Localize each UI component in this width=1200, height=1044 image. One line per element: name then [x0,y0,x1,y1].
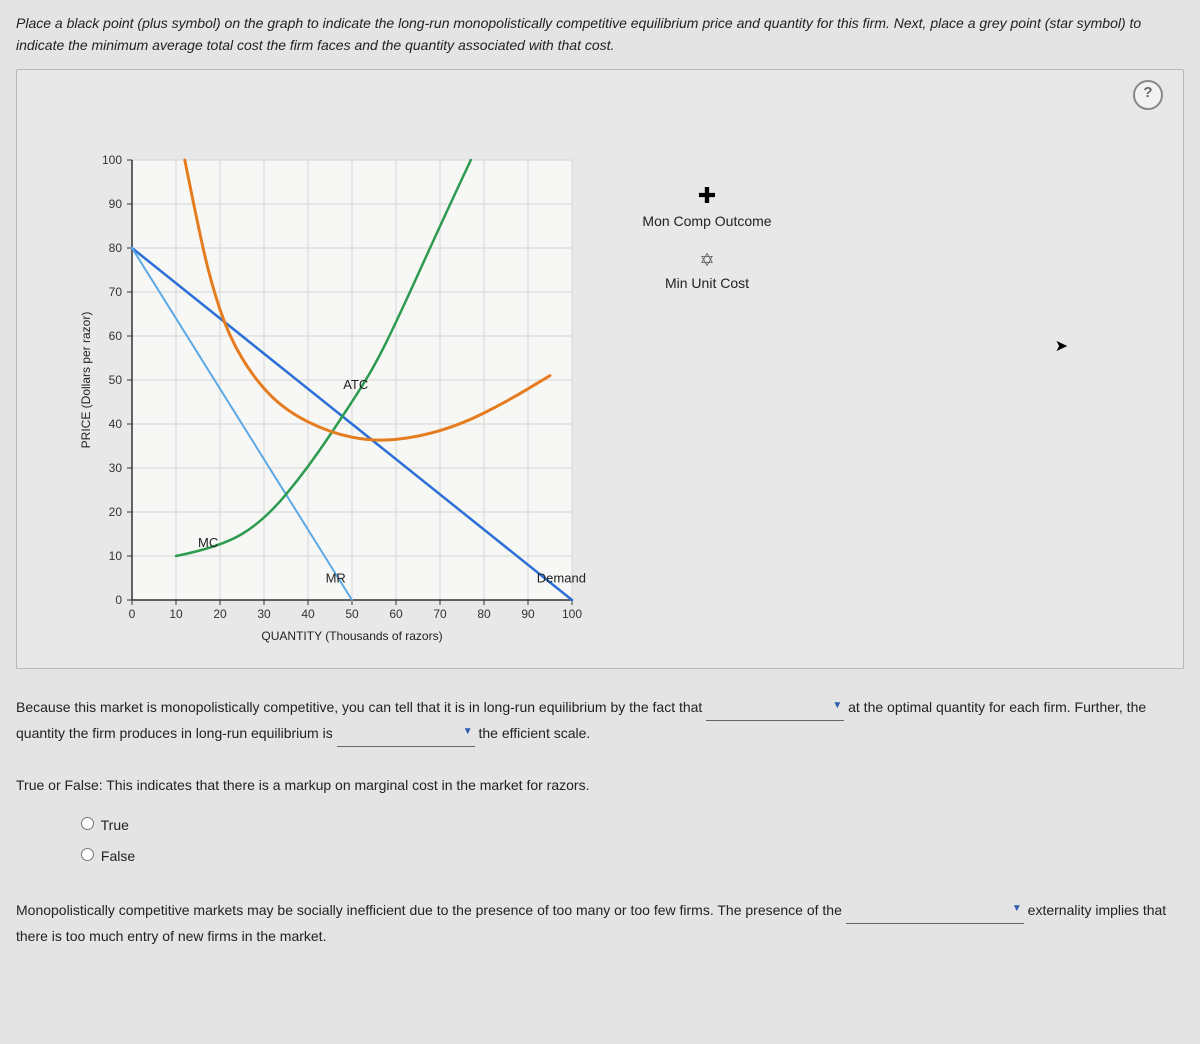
star-icon: ✡ [699,250,714,270]
svg-text:QUANTITY (Thousands of razors): QUANTITY (Thousands of razors) [261,629,442,643]
svg-text:0: 0 [115,593,122,607]
legend-mon-comp-label: Mon Comp Outcome [617,213,797,229]
svg-text:70: 70 [109,285,123,299]
q2-part-a: Monopolistically competitive markets may… [16,902,842,918]
cursor-icon: ➤ [1055,336,1068,356]
radio-false[interactable] [81,848,94,861]
svg-text:80: 80 [109,241,123,255]
q1-part-c: the efficient scale. [479,725,591,741]
legend-min-unit[interactable]: ✡ Min Unit Cost [617,251,797,291]
svg-text:70: 70 [433,607,447,621]
svg-text:60: 60 [109,329,123,343]
question-block-1: Because this market is monopolistically … [16,695,1184,747]
svg-text:PRICE (Dollars per razor): PRICE (Dollars per razor) [79,311,93,448]
svg-text:90: 90 [109,197,123,211]
svg-text:ATC: ATC [343,377,368,392]
svg-text:30: 30 [257,607,271,621]
instructions-text: Place a black point (plus symbol) on the… [16,12,1184,57]
graph-panel: ? 0 10 20 30 40 50 60 70 80 90 100 0 10 20 30 40 50 60 70 8… [16,69,1184,669]
help-button[interactable]: ? [1133,80,1163,110]
dropdown-2[interactable]: ▼ [337,721,475,747]
svg-text:20: 20 [109,505,123,519]
svg-text:50: 50 [109,373,123,387]
svg-text:MR: MR [326,570,346,585]
dropdown-3[interactable]: ▼ [846,898,1024,924]
true-false-group: True False [76,810,1184,872]
svg-text:10: 10 [169,607,183,621]
svg-text:30: 30 [109,461,123,475]
svg-text:100: 100 [562,607,582,621]
radio-false-text: False [101,848,135,864]
svg-text:40: 40 [301,607,315,621]
svg-text:80: 80 [477,607,491,621]
svg-text:0: 0 [129,607,136,621]
true-false-prompt: True or False: This indicates that there… [16,773,1184,798]
radio-false-label[interactable]: False [76,841,1184,872]
svg-text:50: 50 [345,607,359,621]
svg-text:20: 20 [213,607,227,621]
legend-mon-comp[interactable]: ✚ Mon Comp Outcome [617,185,797,229]
radio-true[interactable] [81,817,94,830]
caret-icon: ▼ [463,723,473,741]
caret-icon: ▼ [1012,900,1022,918]
question-block-2: Monopolistically competitive markets may… [16,898,1184,949]
radio-true-text: True [101,817,129,833]
svg-text:90: 90 [521,607,535,621]
radio-true-label[interactable]: True [76,810,1184,841]
chart-svg: 0 10 20 30 40 50 60 70 80 90 100 0 10 20 30 40 50 60 70 80 9… [77,150,597,670]
dropdown-1[interactable]: ▼ [706,695,844,721]
svg-text:40: 40 [109,417,123,431]
svg-text:10: 10 [109,549,123,563]
q1-part-a: Because this market is monopolistically … [16,699,702,715]
svg-text:MC: MC [198,535,218,550]
caret-icon: ▼ [832,697,842,715]
legend: ✚ Mon Comp Outcome ✡ Min Unit Cost [617,185,797,313]
chart-container[interactable]: 0 10 20 30 40 50 60 70 80 90 100 0 10 20 30 40 50 60 70 80 9… [77,150,597,673]
legend-min-unit-label: Min Unit Cost [617,275,797,291]
svg-text:Demand: Demand [537,570,586,585]
plus-icon: ✚ [698,183,716,208]
svg-text:60: 60 [389,607,403,621]
svg-text:100: 100 [102,153,122,167]
